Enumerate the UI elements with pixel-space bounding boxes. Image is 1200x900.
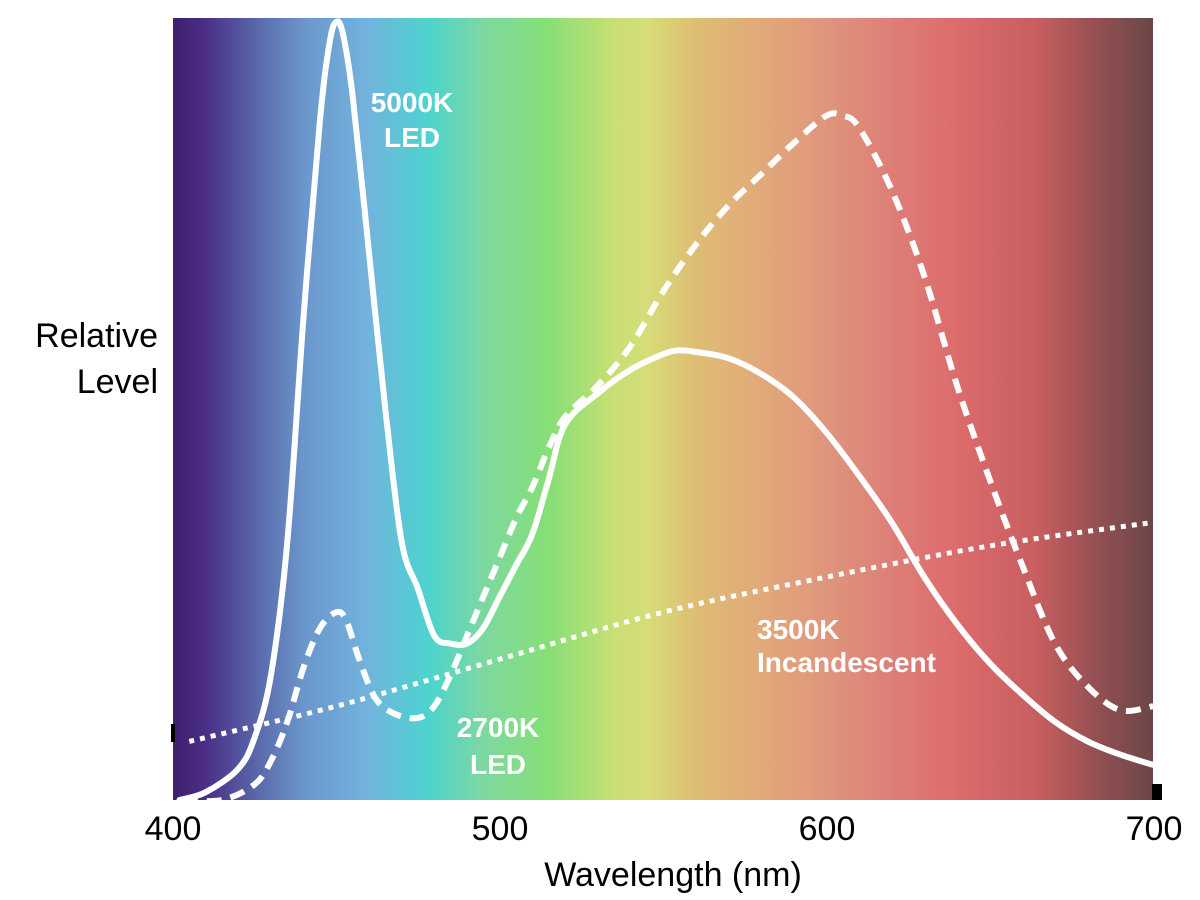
y-axis-label-line-2: Level — [77, 363, 158, 401]
y-axis-label-line-1: Relative — [35, 317, 158, 355]
spectrum-background — [173, 18, 1153, 800]
x-tick-label-600: 600 — [799, 810, 856, 848]
x-tick-label-400: 400 — [145, 810, 202, 848]
label-2700k-line-1: 2700K — [457, 712, 540, 743]
label-3500k-line-2: Incandescent — [757, 647, 936, 678]
label-3500k-line-1: 3500K — [757, 614, 840, 645]
label-2700k-line-2: LED — [470, 749, 526, 780]
curves-layer — [176, 18, 1156, 805]
x-tick-label-700: 700 — [1126, 810, 1183, 848]
axis-end-marker-right — [1152, 784, 1162, 800]
x-axis-label: Wavelength (nm) — [544, 856, 802, 894]
series-line-5000k-led — [176, 18, 1156, 803]
series-line-2700k-led — [182, 110, 1154, 805]
label-5000k-line-1: 5000K — [371, 87, 454, 118]
axis-end-marker-left — [171, 724, 175, 742]
x-tick-label-500: 500 — [472, 810, 529, 848]
label-5000k-line-2: LED — [384, 122, 440, 153]
